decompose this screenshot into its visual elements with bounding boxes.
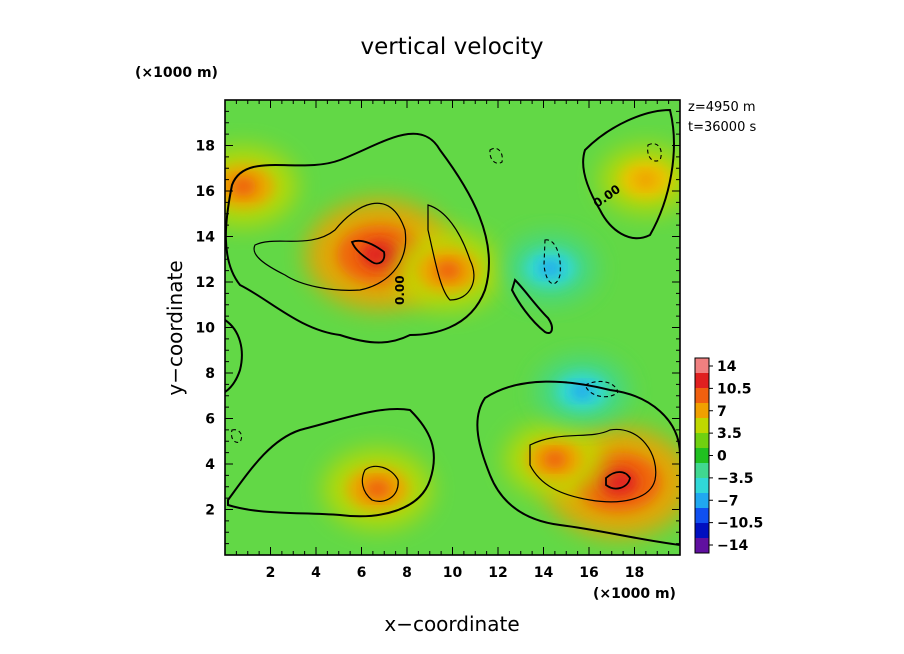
contour-neg-center	[543, 239, 561, 285]
downdraft-blob	[504, 234, 597, 303]
colorbar-swatch	[695, 448, 709, 463]
x-tick-label: 6	[357, 565, 367, 581]
contour-lines	[225, 108, 680, 547]
contour-neg-right-upper	[647, 143, 662, 162]
x-tick-label: 16	[579, 565, 598, 581]
colorbar-swatch	[695, 358, 709, 373]
colorbar-label: 10.5	[717, 381, 752, 397]
y-tick-labels: 2 4 6 8 10 12 14 16 18	[196, 139, 216, 519]
contour-neg-top	[489, 147, 503, 164]
colorbar-swatch	[695, 538, 709, 553]
contour-zero-left-edge	[225, 319, 243, 393]
contour-neg-right-center	[584, 380, 619, 398]
contour-zero-center-arm	[510, 278, 553, 334]
colorbar-swatch	[695, 418, 709, 433]
contour-zero-lower-right	[476, 380, 680, 547]
y-tick-label: 6	[205, 412, 215, 428]
colorbar-swatch	[695, 433, 709, 448]
y-tick-label: 12	[196, 275, 215, 291]
y-tick-label: 10	[196, 321, 216, 337]
y-tick-label: 2	[205, 503, 215, 519]
colorbar-label: 0	[717, 449, 727, 465]
x-unit-label: (×1000 m)	[593, 586, 676, 602]
x-tick-label: 10	[443, 565, 463, 581]
y-tick-label: 18	[196, 139, 215, 155]
contour-pos-lower-right	[529, 428, 657, 503]
y-tick-label: 14	[196, 230, 216, 246]
colorbar-swatch	[695, 403, 709, 418]
updraft-blob	[393, 230, 502, 311]
x-tick-label: 8	[402, 565, 412, 581]
contour-zero-lower-left	[227, 408, 435, 518]
updraft-blob	[323, 449, 432, 530]
axis-ticks	[224, 99, 681, 556]
colorbar-swatch	[695, 373, 709, 388]
contour-label: 0.00	[393, 275, 407, 305]
colorbar-swatch	[695, 463, 709, 478]
y-unit-label: (×1000 m)	[135, 65, 218, 81]
colorbar-label: −7	[717, 493, 738, 509]
y-axis-label: y−coordinate	[163, 260, 187, 395]
y-tick-label: 16	[196, 184, 215, 200]
contour-strong-core-lower	[605, 471, 631, 490]
colorbar: 14 10.5 7 3.5 0 −3.5 −7 −10.5 −14	[694, 357, 763, 554]
contour-pos-center-band	[427, 204, 475, 301]
contour-zero-upper-right	[582, 108, 675, 240]
contour-pos-upper-left	[253, 202, 407, 291]
colorbar-swatch	[695, 523, 709, 538]
annotation-time: t=36000 s	[688, 120, 756, 135]
colorbar-label: 7	[717, 404, 727, 420]
chart-title: vertical velocity	[361, 34, 544, 60]
contour-neg-lower-left	[230, 429, 243, 443]
updraft-blob	[225, 146, 298, 227]
colorbar-swatch	[695, 493, 709, 508]
y-tick-label: 4	[205, 457, 215, 473]
x-tick-label: 14	[534, 565, 554, 581]
contour-zero-upper-left	[225, 132, 490, 344]
plot-field	[225, 100, 680, 555]
colorbar-swatch	[695, 478, 709, 493]
contour-pos-small-lower	[361, 465, 399, 502]
annotation-height: z=4950 m	[688, 100, 756, 115]
colorbar-label: −3.5	[717, 471, 754, 487]
colorbar-label: −14	[717, 538, 748, 554]
y-tick-label: 8	[205, 366, 215, 382]
contour-strong-core-upper	[350, 239, 386, 265]
updraft-blob	[599, 145, 680, 214]
x-tick-label: 4	[311, 565, 321, 581]
colorbar-swatch	[695, 508, 709, 523]
colorbar-label: −10.5	[717, 516, 763, 532]
x-tick-labels: 2 4 6 8 10 12 14 16 18	[266, 565, 645, 581]
x-tick-label: 2	[266, 565, 276, 581]
colorbar-label: 14	[717, 359, 737, 375]
x-axis-label: x−coordinate	[384, 612, 519, 636]
colorbar-swatch	[695, 388, 709, 403]
x-tick-label: 18	[625, 565, 644, 581]
colorbar-label: 3.5	[717, 426, 742, 442]
x-tick-label: 12	[488, 565, 507, 581]
updraft-blob	[504, 422, 605, 497]
